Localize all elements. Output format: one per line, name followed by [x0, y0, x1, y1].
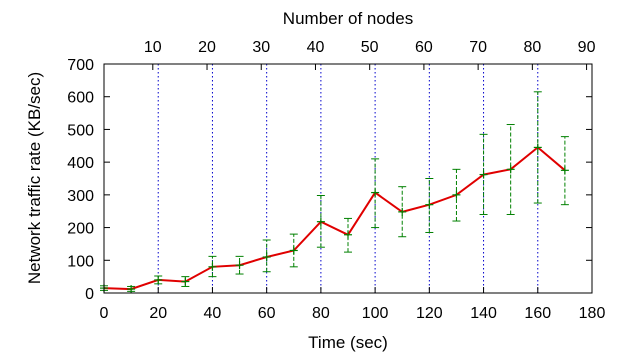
- y-tick-label: 500: [67, 122, 94, 139]
- x2-tick-label: 60: [415, 39, 433, 56]
- x-tick-label: 140: [470, 305, 497, 322]
- data-point: [452, 190, 461, 199]
- x-axis-title: Time (sec): [308, 333, 388, 352]
- y-tick-label: 600: [67, 90, 94, 107]
- data-point: [425, 200, 434, 209]
- data-point: [181, 277, 190, 286]
- y-axis-title: Network traffic rate (KB/sec): [25, 72, 44, 284]
- x-tick-label: 100: [362, 305, 389, 322]
- y-tick-label: 100: [67, 253, 94, 270]
- plot-area: 0 20 40 60 80 100 120 140 160 180 0 100 200 300 400 500…: [67, 39, 605, 322]
- data-point: [316, 217, 325, 226]
- x2-axis-title: Number of nodes: [283, 9, 413, 28]
- x-tick-label: 120: [416, 305, 443, 322]
- data-point: [344, 230, 352, 239]
- data-point: [235, 261, 244, 270]
- data-point: [208, 262, 217, 271]
- x2-tick-label: 90: [578, 39, 596, 56]
- x-tick-label: 60: [258, 305, 276, 322]
- x-tick-label: 180: [579, 305, 606, 322]
- data-point: [127, 285, 136, 294]
- data-point: [154, 275, 163, 284]
- data-point: [533, 143, 542, 152]
- x2-tick-label: 80: [523, 39, 541, 56]
- data-point: [479, 170, 488, 179]
- y-tick-label: 700: [67, 57, 94, 74]
- x-tick-label: 20: [149, 305, 167, 322]
- y-tick-label: 400: [67, 155, 94, 172]
- x2-tick-label: 10: [144, 39, 162, 56]
- data-point: [560, 166, 569, 175]
- data-point: [289, 246, 298, 255]
- x-tick-label: 80: [312, 305, 330, 322]
- y-tick-label: 300: [67, 188, 94, 205]
- data-point: [398, 207, 407, 216]
- data-point: [262, 253, 271, 262]
- x2-tick-label: 20: [198, 39, 216, 56]
- series-line: [103, 146, 566, 291]
- plot-frame: [103, 63, 593, 294]
- x2-tick-label: 40: [307, 39, 325, 56]
- x2-tick-label: 30: [252, 39, 270, 56]
- data-point: [371, 188, 380, 197]
- x-tick-label: 0: [100, 305, 109, 322]
- x2-tick-label: 70: [469, 39, 487, 56]
- x-tick-label: 40: [204, 305, 222, 322]
- y-tick-label: 0: [85, 286, 94, 303]
- x-tick-label: 160: [524, 305, 551, 322]
- x2-tick-label: 50: [361, 39, 379, 56]
- data-point: [506, 165, 515, 174]
- y-tick-label: 200: [67, 221, 94, 238]
